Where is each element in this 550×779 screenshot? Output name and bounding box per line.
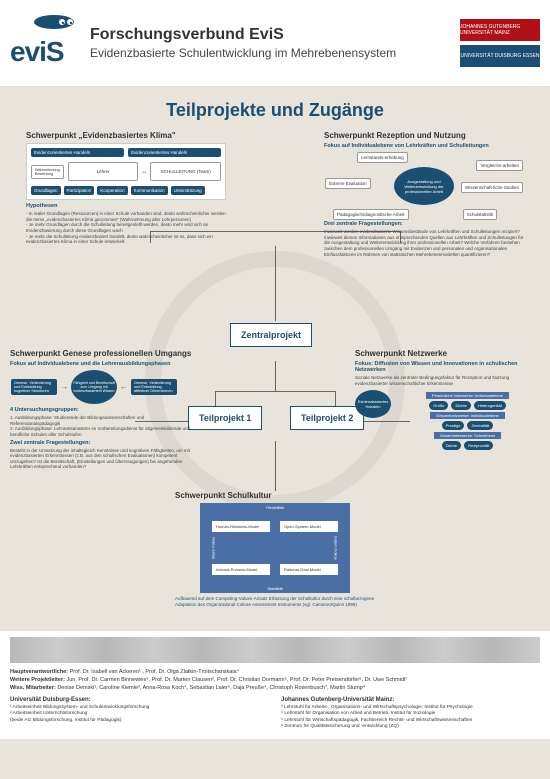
genese-z: Besteht in der Umsetzung der inhaltsglei… — [10, 448, 195, 471]
genese-diagram: Genese, Veränderung und Entwicklung kogn… — [10, 370, 195, 404]
klima-side: Wahrnehmung Bewertung — [31, 165, 64, 179]
credit-line: Wiss. Mitarbeiter: Denise Demski¹, Carol… — [10, 685, 540, 691]
svg-text:eviS: eviS — [10, 36, 64, 67]
rezeption-focus: Fokus auf Individualebene von Lehrkräfte… — [324, 143, 524, 149]
genese-u: 1. Ausbildungsphase: Studierende der Bil… — [10, 415, 195, 438]
main-title: Teilprojekte und Zugänge — [0, 100, 550, 121]
klima-hyp-head: Hypothesen — [26, 203, 226, 209]
klima-top-box: Evidenzorientiertes Handeln — [31, 148, 124, 157]
connector — [335, 391, 336, 406]
connector — [215, 391, 216, 406]
connector — [275, 441, 276, 491]
evis-logo: eviS — [10, 13, 82, 73]
panel-schulkultur: Schwerpunkt Schulkultur Flexibilität Int… — [175, 491, 375, 607]
affiliations: Universität Duisburg-Essen: ¹ Arbeitsein… — [10, 697, 540, 731]
due-badge: UNIVERSITÄT DUISBURG ESSEN — [460, 45, 540, 67]
header-text: Forschungsverbund EviS Evidenzbasierte S… — [82, 26, 456, 61]
netzwerke-focus: Fokus: Diffusion von Wissen und Innovati… — [355, 361, 540, 373]
header: eviS Forschungsverbund EviS Evidenzbasie… — [0, 0, 550, 86]
panel-netzwerke: Schwerpunkt Netzwerke Fokus: Diffusion v… — [355, 349, 540, 452]
netzwerke-title: Schwerpunkt Netzwerke — [355, 349, 540, 358]
rezeption-center-oval: Ausgestaltung und Weiterentwicklung der … — [394, 167, 454, 205]
connector — [275, 246, 276, 321]
rezeption-q-head: Drei zentrale Fragestellungen: — [324, 221, 524, 227]
schulkultur-diagram: Flexibilität Intern Fokus Extern Fokus S… — [200, 503, 350, 593]
header-badges: JOHANNES GUTENBERG UNIVERSITÄT MAINZ UNI… — [456, 19, 540, 67]
main-grid: Schwerpunkt „Evidenzbasiertes Klima" Evi… — [0, 131, 550, 631]
portraits-strip — [10, 637, 540, 663]
credit-line: Weitere Projektleiter: Jun. Prof. Dr. Ca… — [10, 677, 540, 683]
header-subtitle: Evidenzbasierte Schulentwicklung im Mehr… — [90, 46, 456, 61]
jgu-badge: JOHANNES GUTENBERG UNIVERSITÄT MAINZ — [460, 19, 540, 41]
header-title: Forschungsverbund EviS — [90, 26, 456, 44]
schulkultur-title: Schwerpunkt Schulkultur — [175, 491, 375, 500]
klima-lehrer: Lehrer — [68, 162, 139, 181]
panel-klima: Schwerpunkt „Evidenzbasiertes Klima" Evi… — [26, 131, 226, 245]
rezeption-diagram: Ausgestaltung und Weiterentwicklung der … — [324, 151, 524, 221]
netzwerke-sub: Soziale Netzwerke als zentraler Bedingun… — [355, 375, 540, 386]
genese-z-head: Zwei zentrale Fragestellungen: — [10, 440, 195, 446]
genese-title: Schwerpunkt Genese professionellen Umgan… — [10, 349, 195, 358]
klima-bullets: - In realer Grundlagen (Ressourcen) in e… — [26, 211, 226, 245]
rezeption-q: Inwieweit werden evidenzbasierte Wissens… — [324, 229, 524, 257]
panel-rezeption: Schwerpunkt Rezeption und Nutzung Fokus … — [324, 131, 524, 257]
klima-schulleitung: SCHULLEITUNG (Team) — [150, 162, 221, 181]
klima-bottom-row: Grundlagen Partizipation Kooperation Kom… — [30, 185, 222, 196]
zentralprojekt-box: Zentralprojekt — [230, 323, 312, 347]
connector — [275, 361, 276, 391]
rezeption-title: Schwerpunkt Rezeption und Nutzung — [324, 131, 524, 140]
tp2-box: Teilprojekt 2 — [290, 406, 364, 430]
klima-title: Schwerpunkt „Evidenzbasiertes Klima" — [26, 131, 226, 140]
affil-right: ³ Lehrstuhl für Arbeits-, Organisations-… — [281, 705, 540, 731]
klima-top-box: Evidenzorientiertes Handeln — [128, 148, 221, 157]
affil-left: ¹ Arbeitseinheit Bildungssystem- und Sch… — [10, 705, 269, 724]
tp1-box: Teilprojekt 1 — [188, 406, 262, 430]
klima-diagram: Evidenzorientiertes Handeln Evidenzorien… — [26, 143, 226, 200]
footer: Hauptverantwortliche: Prof. Dr. Isabell … — [0, 631, 550, 739]
affil-right-head: Johannes Gutenberg-Universität Mainz: — [281, 697, 540, 703]
netzwerke-diagram: Evidenzbasiertes Handeln Persönliche Net… — [355, 390, 540, 452]
genese-u-head: 4 Untersuchungsgruppen: — [10, 407, 195, 413]
panel-genese: Schwerpunkt Genese professionellen Umgan… — [10, 349, 195, 470]
credit-line: Hauptverantwortliche: Prof. Dr. Isabell … — [10, 669, 540, 675]
connector — [215, 391, 335, 392]
affil-left-head: Universität Duisburg-Essen: — [10, 697, 269, 703]
schulkultur-caption: Aufbauend auf dem Competing-Values-Ansat… — [175, 596, 375, 607]
genese-focus: Fokus auf Individualebene und die Lehrer… — [10, 361, 195, 367]
